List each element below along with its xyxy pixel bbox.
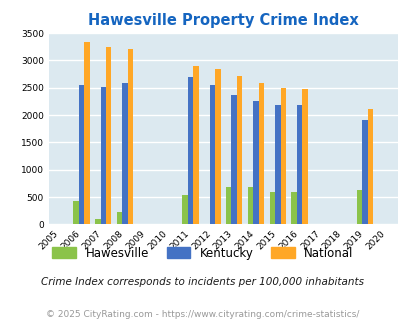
Bar <box>226 187 231 224</box>
Bar <box>84 42 90 224</box>
Text: Crime Index corresponds to incidents per 100,000 inhabitants: Crime Index corresponds to incidents per… <box>41 278 364 287</box>
Bar <box>215 69 220 224</box>
Bar <box>367 109 373 224</box>
Bar <box>209 85 215 224</box>
Bar <box>258 83 264 224</box>
Bar <box>253 101 258 224</box>
Bar <box>95 219 100 224</box>
Bar <box>117 213 122 224</box>
Bar <box>237 76 242 224</box>
Bar <box>280 88 286 224</box>
Bar <box>291 192 296 224</box>
Bar <box>275 105 280 224</box>
Bar <box>128 50 133 224</box>
Bar <box>73 201 79 224</box>
Bar <box>188 77 193 224</box>
Bar <box>362 120 367 224</box>
Bar <box>182 195 188 224</box>
Bar <box>231 95 237 224</box>
Legend: Hawesville, Kentucky, National: Hawesville, Kentucky, National <box>47 242 358 264</box>
Bar <box>193 66 198 224</box>
Bar <box>356 190 362 224</box>
Bar <box>296 105 302 224</box>
Bar <box>106 47 111 224</box>
Bar <box>269 192 275 224</box>
Bar <box>100 86 106 224</box>
Title: Hawesville Property Crime Index: Hawesville Property Crime Index <box>88 13 358 28</box>
Text: © 2025 CityRating.com - https://www.cityrating.com/crime-statistics/: © 2025 CityRating.com - https://www.city… <box>46 310 359 319</box>
Bar <box>122 83 128 224</box>
Bar <box>79 85 84 224</box>
Bar <box>247 187 253 224</box>
Bar <box>302 89 307 224</box>
